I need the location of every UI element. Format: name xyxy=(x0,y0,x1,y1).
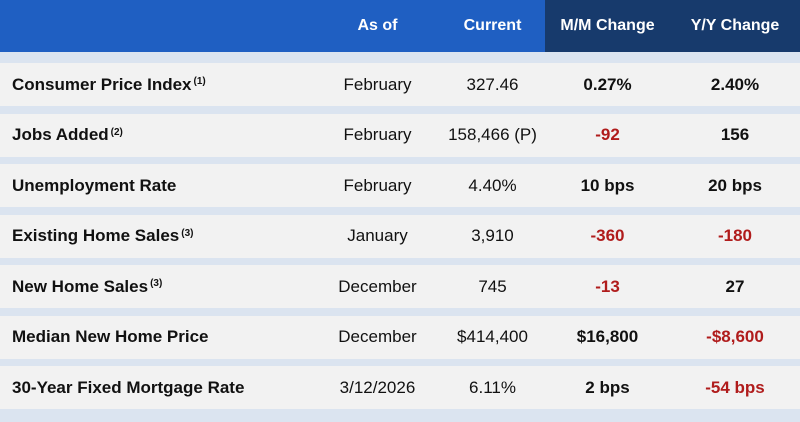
row-cell: 0.27% xyxy=(583,74,632,94)
table-row: New Home Sales (3) December 745 -13 27 xyxy=(0,265,800,308)
row-cell: February xyxy=(343,125,412,144)
header-cell: As of xyxy=(315,0,440,52)
row-cell: 27 xyxy=(725,276,745,296)
row-cell: 4.40% xyxy=(468,175,517,195)
footnote-mark: (1) xyxy=(193,76,206,87)
row-cell: 327.46 xyxy=(466,74,519,94)
row-cell: 2.40% xyxy=(710,74,760,94)
row-cell: 10 bps xyxy=(580,175,635,195)
footnote-mark: (2) xyxy=(110,126,123,138)
row-cell: $16,800 xyxy=(576,327,639,346)
table-row: Unemployment Rate February 4.40% 10 bps 20 b… xyxy=(0,164,800,207)
row-cell: 20 bps xyxy=(708,175,762,195)
header-cell: Current xyxy=(440,0,545,52)
row-cell: 6.11% xyxy=(469,377,516,397)
row-label: Existing Home Sales (3) xyxy=(0,215,315,258)
row-label: Median New Home Price xyxy=(0,316,315,359)
table-row: Jobs Added (2) February 158,466 (P) -92 156 xyxy=(0,113,800,157)
row-cell: December xyxy=(338,327,417,346)
row-cell: February xyxy=(343,74,412,94)
label-text: New Home Sales xyxy=(12,276,149,296)
row-cell: February xyxy=(343,175,412,195)
label-text: Jobs Added xyxy=(12,125,109,144)
table-row: 30-Year Fixed Mortgage Rate 3/12/2026 6.11… xyxy=(0,366,800,409)
header-cell: M/M Change xyxy=(545,0,670,52)
table-row: Consumer Price Index (1) February 327.46 0.2… xyxy=(0,63,800,106)
row-label: Unemployment Rate xyxy=(0,164,315,207)
row-cell: December xyxy=(338,276,417,296)
header-cell: Y/Y Change xyxy=(670,0,800,52)
row-label: Consumer Price Index (1) xyxy=(0,63,315,106)
row-cell: $414,400 xyxy=(457,327,528,346)
row-label: 30-Year Fixed Mortgage Rate xyxy=(0,366,315,409)
footnote-mark: (3) xyxy=(181,227,194,239)
table-row: Median New Home Price December $414,400 $16… xyxy=(0,315,800,359)
row-cell: -180 xyxy=(717,226,753,245)
row-cell: -54 bps xyxy=(705,377,765,397)
row-cell: 3,910 xyxy=(471,226,514,245)
row-cell: -92 xyxy=(595,125,620,144)
header-blank xyxy=(0,0,315,52)
table-row: Existing Home Sales (3) January 3,910 -360 -1… xyxy=(0,214,800,258)
row-label: Jobs Added (2) xyxy=(0,114,315,157)
label-text: Existing Home Sales xyxy=(12,226,180,245)
label-text: Unemployment Rate xyxy=(12,175,177,195)
row-cell: -13 xyxy=(595,276,620,296)
row-cell: January xyxy=(347,226,408,245)
row-cell: 745 xyxy=(478,276,507,296)
label-text: 30-Year Fixed Mortgage Rate xyxy=(12,377,245,397)
footnote-mark: (3) xyxy=(150,278,163,289)
row-cell: 2 bps xyxy=(585,377,630,397)
row-cell: 156 xyxy=(720,125,750,144)
label-text: Median New Home Price xyxy=(12,327,209,346)
row-cell: -360 xyxy=(590,226,625,245)
row-cell: 3/12/2026 xyxy=(339,377,416,397)
label-text: Consumer Price Index xyxy=(12,74,192,94)
row-label: New Home Sales (3) xyxy=(0,265,315,308)
row-cell: -$8,600 xyxy=(706,327,764,346)
row-cell: 158,466 (P) xyxy=(448,125,537,144)
